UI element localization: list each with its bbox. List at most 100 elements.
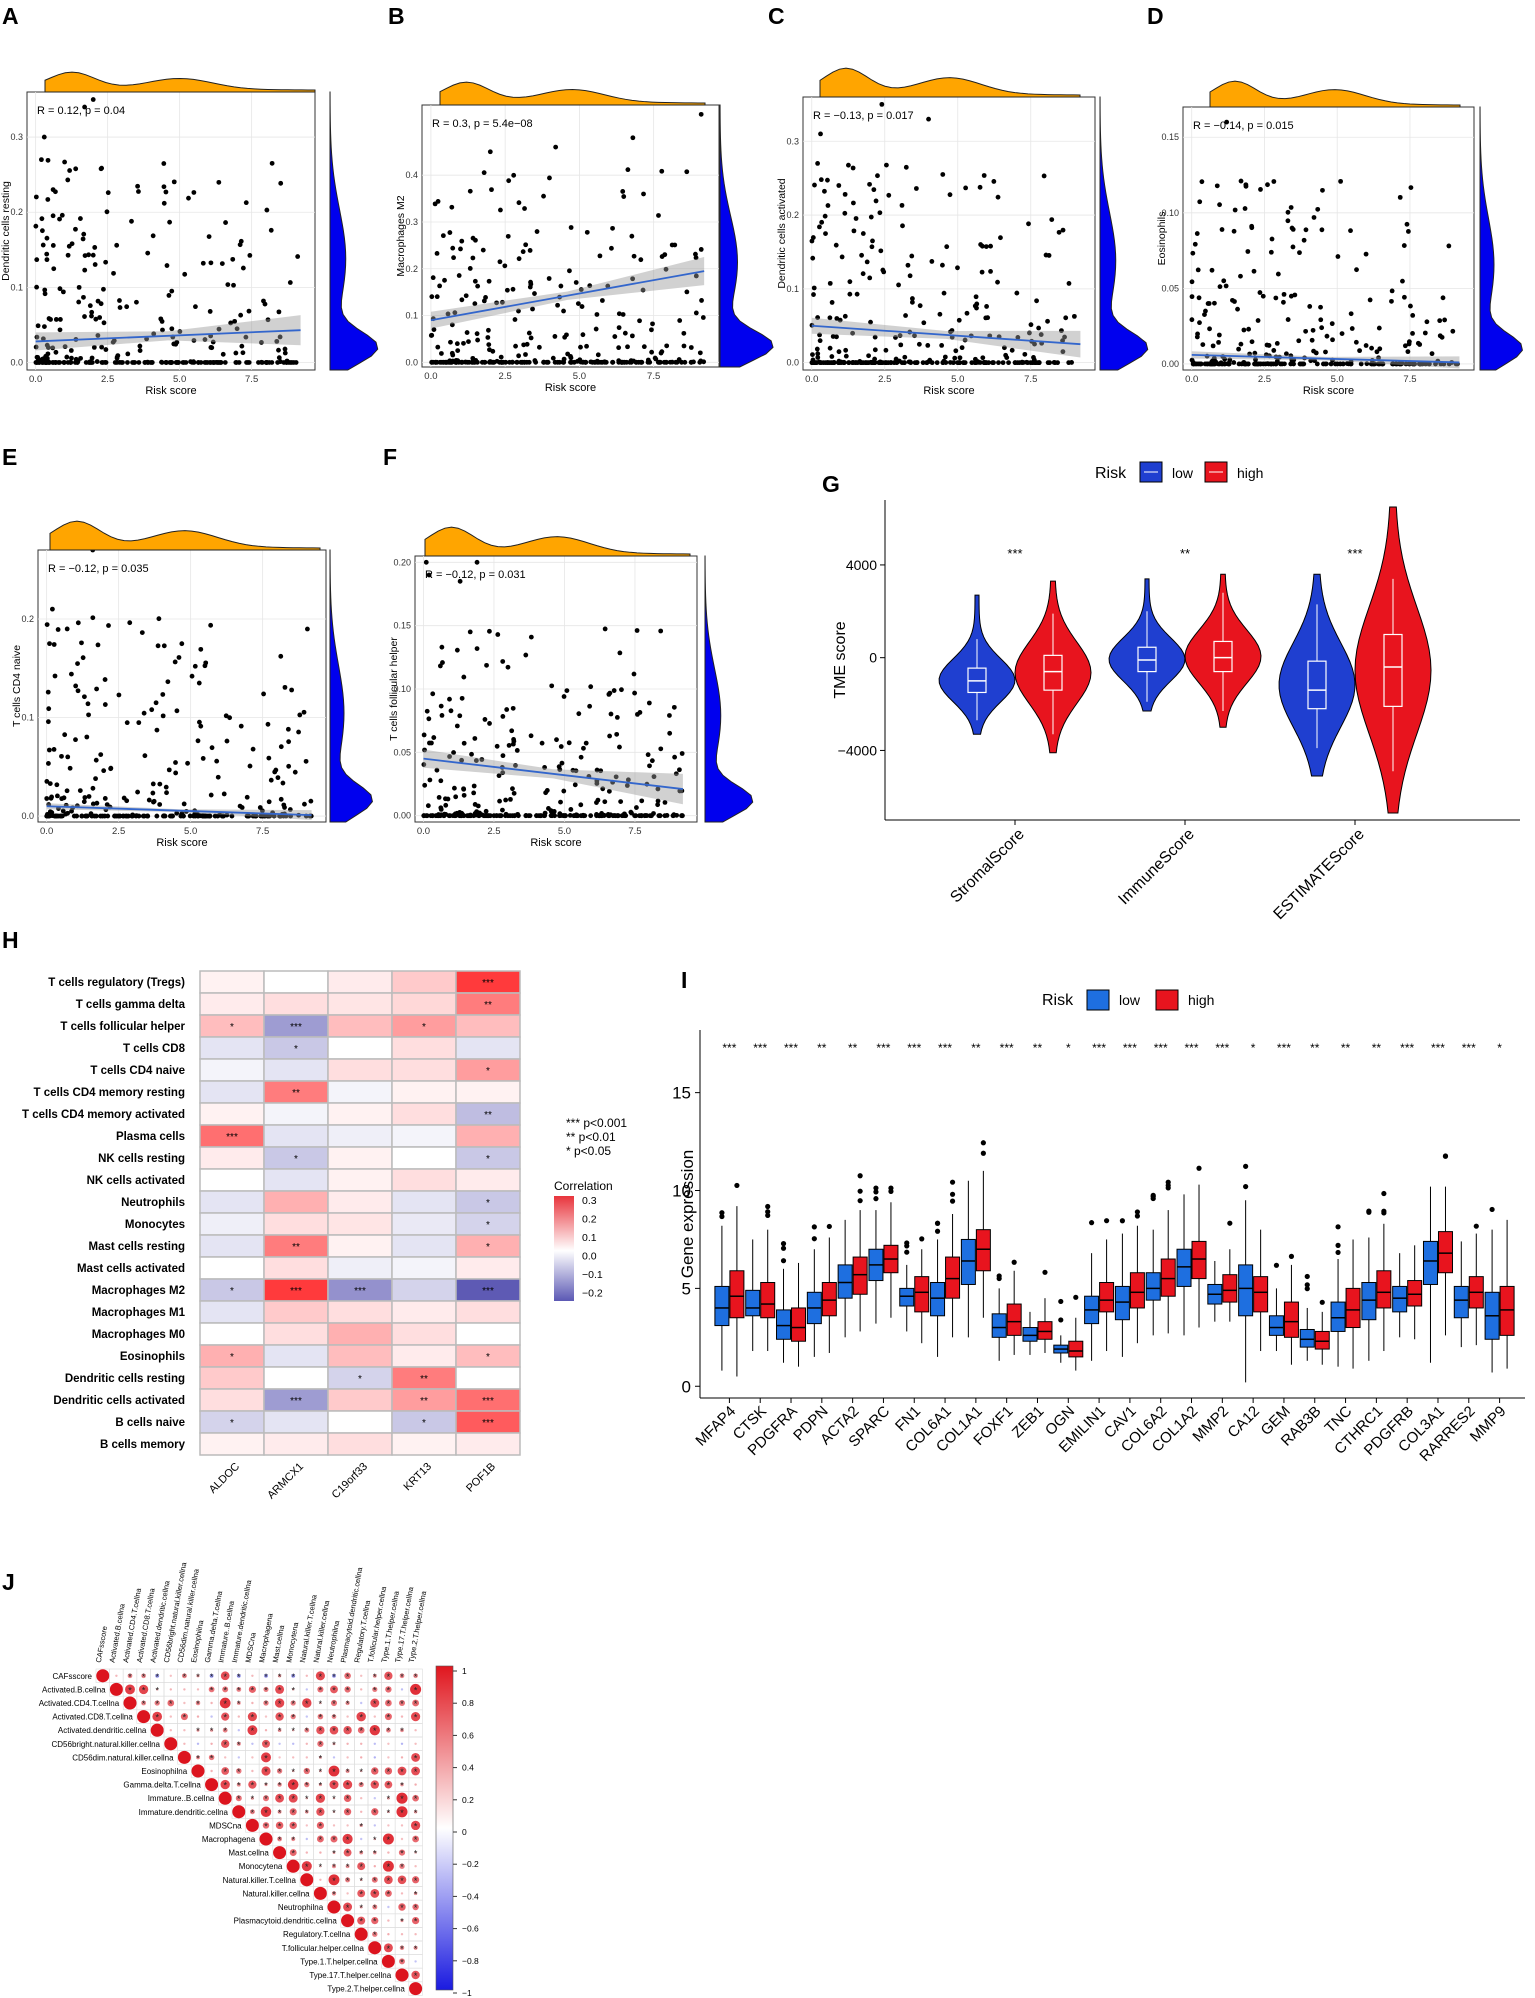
corr-circle [261, 1766, 271, 1776]
data-point [67, 168, 73, 173]
data-point [981, 173, 987, 178]
outlier [1011, 1259, 1017, 1265]
data-point [437, 283, 443, 289]
corr-circle [210, 1769, 213, 1773]
data-point [196, 680, 202, 686]
corr-circle [177, 1750, 191, 1764]
data-point [66, 243, 72, 249]
data-point [995, 279, 1000, 285]
data-point [633, 359, 639, 365]
data-point [499, 299, 505, 305]
data-point [912, 333, 917, 339]
data-point [482, 717, 488, 722]
corr-star: * [183, 1713, 187, 1723]
data-point [483, 808, 489, 814]
corr-circle [235, 1795, 242, 1802]
corr-circle [414, 1729, 417, 1732]
data-point [454, 723, 460, 729]
data-point [87, 303, 93, 309]
data-point [72, 360, 78, 365]
corr-circle [381, 1954, 395, 1968]
corr-circle [360, 1674, 363, 1678]
heatmap-cell [199, 1388, 265, 1412]
panel-letter-H: H [2, 927, 19, 953]
data-point [1265, 182, 1270, 188]
data-point [293, 360, 299, 365]
data-point [305, 626, 310, 632]
corr-circle [373, 1742, 376, 1746]
data-point [638, 359, 644, 365]
data-point [637, 710, 643, 715]
data-point [679, 813, 685, 819]
data-point [548, 813, 554, 819]
row-label: Macrophages M0 [92, 1329, 185, 1341]
y-tick-label: 0.0 [21, 811, 34, 821]
data-point [557, 359, 562, 365]
data-point [1323, 361, 1329, 367]
data-point [578, 344, 583, 350]
corr-star: * [346, 1767, 350, 1777]
data-point [667, 713, 672, 718]
data-point [1450, 328, 1456, 334]
y-axis-label: T cells CD4 naive [11, 645, 23, 727]
outlier [1227, 1220, 1233, 1226]
box-high [1006, 1303, 1022, 1336]
data-point [815, 315, 821, 320]
data-point [886, 360, 891, 366]
corr-circle [292, 1742, 295, 1746]
heatmap-cell [455, 1168, 521, 1192]
box-high [975, 1229, 991, 1272]
data-point [141, 710, 147, 716]
data-point [693, 310, 699, 316]
data-point [941, 290, 947, 296]
significance-mark: *** [1215, 1041, 1229, 1055]
corr-circle [221, 1739, 230, 1748]
data-point [157, 802, 163, 807]
corr-star: * [128, 1685, 132, 1695]
data-point [1344, 361, 1350, 366]
heatmap-cell [391, 1080, 457, 1104]
data-point [81, 231, 87, 237]
data-point [977, 184, 983, 190]
data-point [134, 299, 139, 305]
outlier [919, 1236, 925, 1242]
corr-star: * [291, 1849, 295, 1859]
data-point [215, 774, 221, 780]
data-point [301, 709, 307, 715]
data-point [534, 229, 540, 234]
data-point [1311, 215, 1317, 220]
data-point [485, 335, 491, 340]
data-point [437, 663, 443, 669]
data-point [1214, 183, 1220, 189]
data-point [523, 242, 529, 248]
corr-star: * [305, 1767, 309, 1777]
data-point [607, 733, 613, 739]
corr-star: * [346, 1726, 350, 1736]
data-point [553, 144, 559, 150]
data-point [35, 358, 41, 364]
data-point [884, 162, 889, 168]
y-tick-label: 0.1 [405, 311, 418, 321]
data-point [59, 753, 64, 759]
data-point [1269, 236, 1275, 242]
data-point [1216, 339, 1221, 345]
corr-circle [292, 1729, 295, 1732]
data-point [1296, 338, 1302, 344]
data-point [220, 351, 226, 357]
corr-star: * [223, 1781, 227, 1791]
data-point [526, 359, 532, 365]
data-point [288, 360, 293, 365]
corr-star: * [332, 1699, 336, 1709]
corr-circle [237, 1729, 240, 1732]
data-point [872, 360, 878, 366]
data-point [213, 359, 219, 365]
data-point [514, 359, 520, 365]
corr-circle [360, 1701, 363, 1705]
data-point [588, 813, 594, 819]
data-point [594, 767, 600, 773]
corr-star: * [373, 1835, 377, 1845]
data-point [51, 746, 57, 752]
confidence-band [430, 257, 705, 329]
data-point [1285, 209, 1291, 215]
